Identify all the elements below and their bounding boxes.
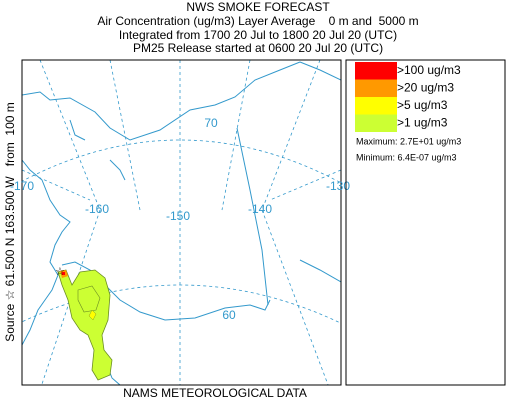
subtitle: Air Concentration (ug/m3) Layer Average … bbox=[97, 14, 418, 28]
legend-swatch bbox=[355, 62, 397, 80]
legend-swatch bbox=[355, 97, 397, 115]
legend-label: >5 ug/m3 bbox=[397, 98, 448, 112]
graticule-label: -160 bbox=[85, 202, 109, 216]
legend-swatch bbox=[355, 79, 397, 97]
subtitle: PM25 Release started at 0600 20 Jul 20 (… bbox=[133, 41, 383, 55]
graticule-label: -130 bbox=[326, 179, 350, 193]
graticule-label: -150 bbox=[166, 209, 190, 223]
legend-box bbox=[345, 59, 506, 386]
source-star: ☆ bbox=[55, 266, 65, 278]
legend-label: >1 ug/m3 bbox=[397, 116, 448, 130]
graticule-labels: -170 -160 -150 -140 -130 70 60 bbox=[10, 116, 350, 322]
map-area: ☆ bbox=[21, 59, 342, 386]
coastline bbox=[22, 61, 341, 385]
footer: NAMS METEOROLOGICAL DATA bbox=[123, 386, 307, 400]
graticule-label: -140 bbox=[248, 202, 272, 216]
subtitle: Integrated from 1700 20 Jul to 1800 20 J… bbox=[119, 28, 397, 42]
legend-label: >100 ug/m3 bbox=[397, 63, 461, 77]
legend-label: >20 ug/m3 bbox=[397, 81, 454, 95]
title: NWS SMOKE FORECAST bbox=[186, 0, 330, 14]
legend-swatch bbox=[355, 114, 397, 132]
maximum: Maximum: 2.7E+01 ug/m3 bbox=[356, 136, 461, 146]
graticule-label: 70 bbox=[204, 116, 218, 130]
graticule-label: 60 bbox=[222, 308, 236, 322]
smoke-plume bbox=[57, 269, 113, 381]
graticule bbox=[22, 60, 341, 385]
source-label: Source ☆ 61.500 N 163.500 W from 100 m bbox=[3, 102, 17, 342]
legend: >100 ug/m3 >20 ug/m3 >5 ug/m3 >1 ug/m3 bbox=[355, 62, 461, 132]
minimum: Minimum: 6.4E-07 ug/m3 bbox=[356, 152, 457, 162]
graticule-label: -170 bbox=[10, 179, 34, 193]
